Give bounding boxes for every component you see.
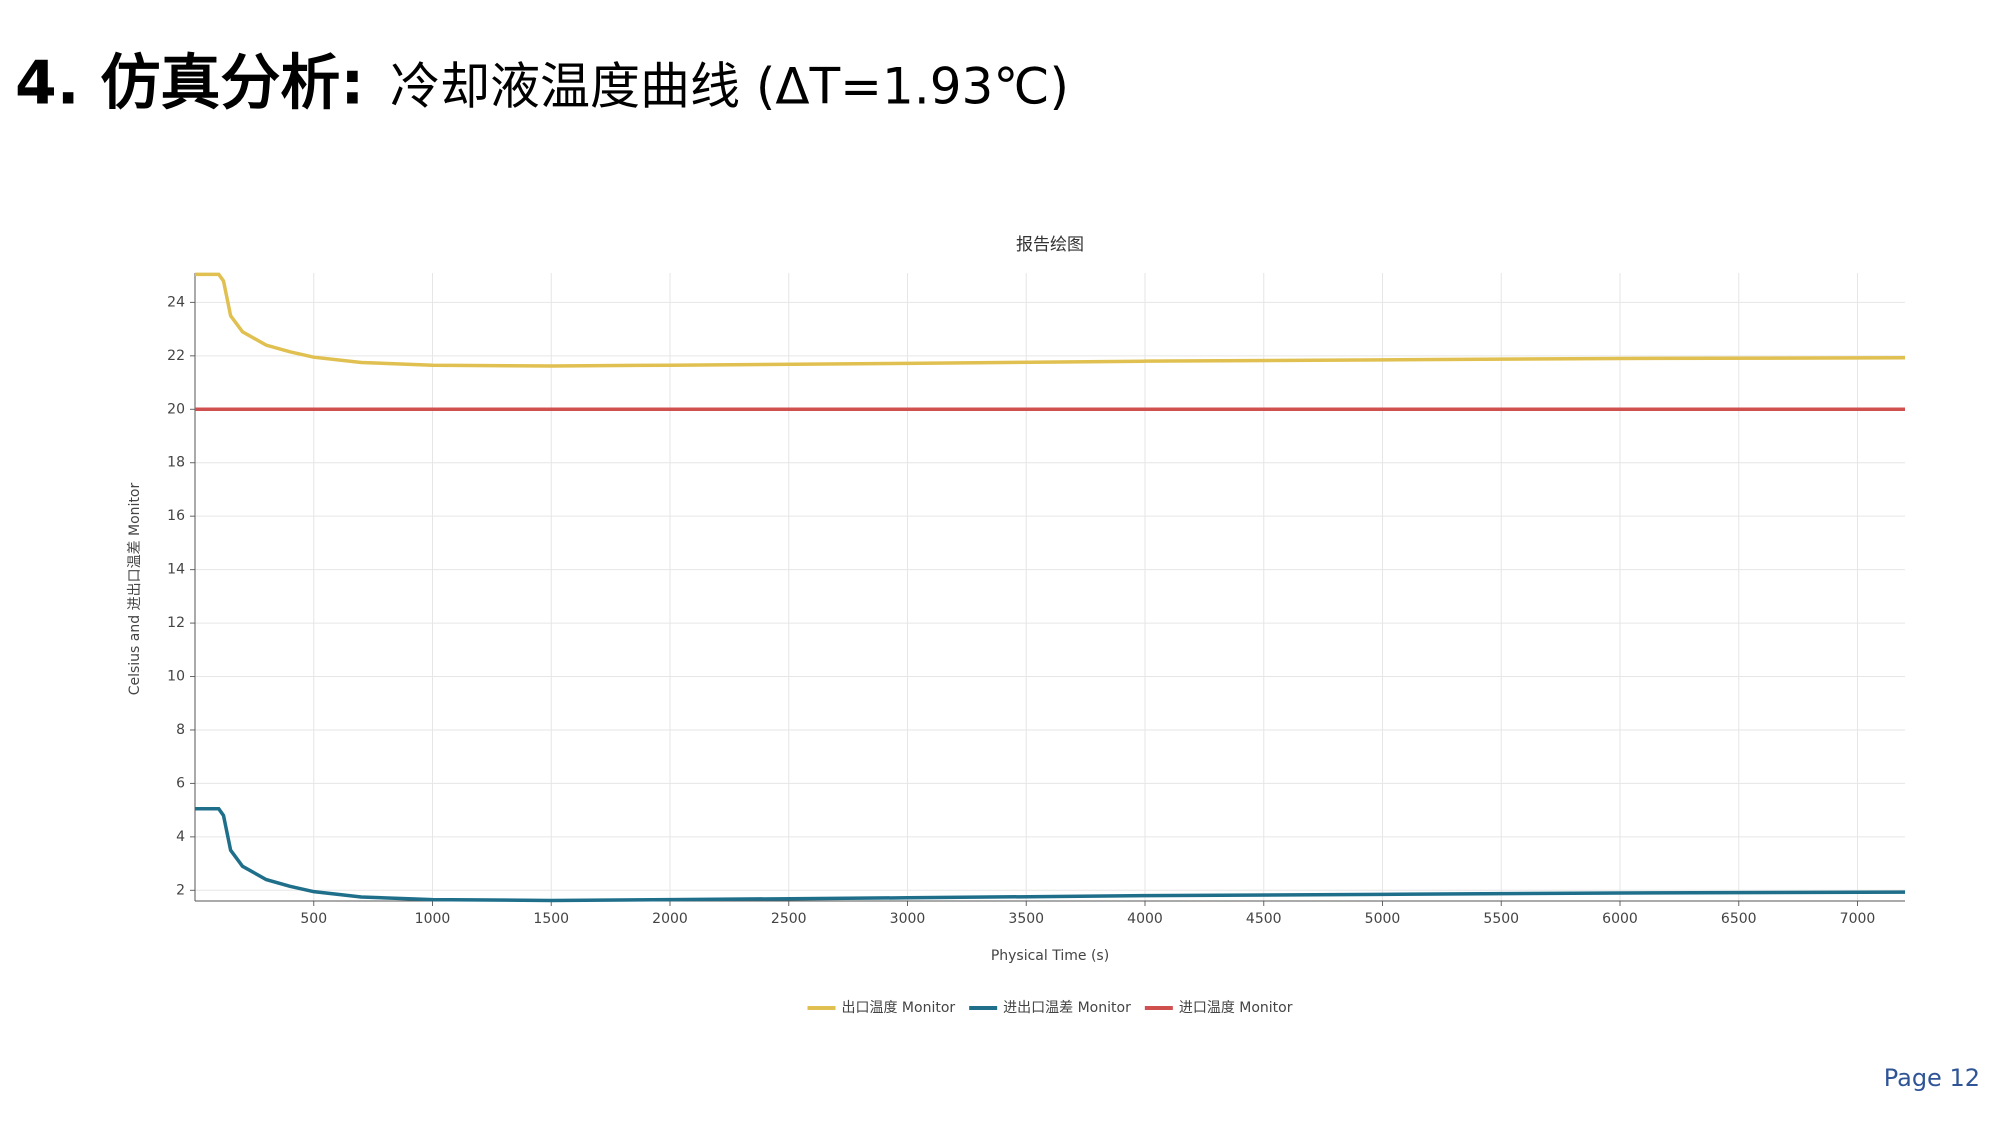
legend-label: 出口温度 Monitor bbox=[841, 1000, 955, 1016]
x-tick-label: 6000 bbox=[1602, 911, 1638, 927]
page-number: Page 12 bbox=[1884, 1064, 1980, 1092]
y-tick-label: 14 bbox=[167, 562, 185, 578]
x-tick-label: 3000 bbox=[890, 911, 926, 927]
slide-number-title: 4. 仿真分析: bbox=[15, 49, 364, 119]
legend-label: 进出口温差 Monitor bbox=[1003, 1000, 1131, 1016]
x-tick-label: 5500 bbox=[1483, 911, 1519, 927]
slide-title: 冷却液温度曲线 (ΔT=1.93℃) bbox=[390, 58, 1069, 116]
y-tick-label: 4 bbox=[176, 829, 185, 845]
x-tick-label: 2000 bbox=[652, 911, 688, 927]
x-tick-label: 1000 bbox=[415, 911, 451, 927]
x-tick-label: 4000 bbox=[1127, 911, 1163, 927]
y-tick-label: 22 bbox=[167, 348, 185, 364]
x-tick-label: 4500 bbox=[1246, 911, 1282, 927]
x-tick-label: 2500 bbox=[771, 911, 807, 927]
y-tick-label: 8 bbox=[176, 722, 185, 738]
x-tick-label: 7000 bbox=[1840, 911, 1876, 927]
x-tick-label: 3500 bbox=[1008, 911, 1044, 927]
y-axis-label: Celsius and 进出口温差 Monitor bbox=[127, 482, 143, 695]
data-line bbox=[195, 272, 1906, 368]
x-axis-label: Physical Time (s) bbox=[991, 948, 1109, 964]
x-tick-label: 5000 bbox=[1365, 911, 1401, 927]
y-tick-label: 24 bbox=[167, 294, 185, 310]
y-tick-label: 12 bbox=[167, 615, 185, 631]
x-tick-label: 1500 bbox=[533, 911, 569, 927]
x-tick-label: 500 bbox=[300, 911, 327, 927]
y-tick-label: 2 bbox=[176, 882, 185, 898]
y-tick-label: 16 bbox=[167, 508, 185, 524]
legend-label: 进口温度 Monitor bbox=[1179, 1000, 1293, 1016]
data-line bbox=[195, 807, 1906, 903]
y-tick-label: 10 bbox=[167, 669, 185, 685]
x-tick-label: 6500 bbox=[1721, 911, 1757, 927]
chart-title: 报告绘图 bbox=[1016, 235, 1084, 255]
y-tick-label: 20 bbox=[167, 401, 185, 417]
y-tick-label: 6 bbox=[176, 775, 185, 791]
y-tick-label: 18 bbox=[167, 455, 185, 471]
